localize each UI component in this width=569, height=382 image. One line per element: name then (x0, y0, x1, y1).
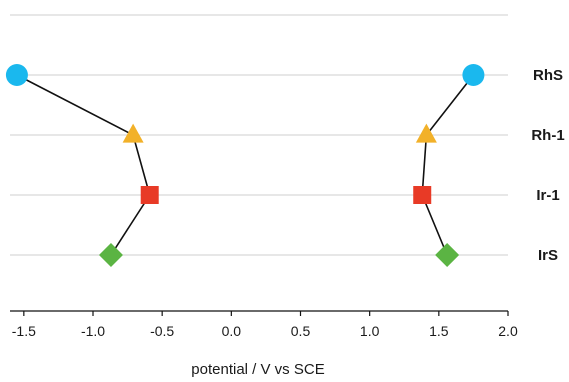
x-tick-label: 1.5 (429, 323, 449, 339)
series-lines (16, 74, 475, 256)
data-point-diamond (98, 243, 123, 267)
gridlines (10, 14, 508, 256)
x-tick-label: 0.0 (222, 323, 242, 339)
data-point-square (140, 186, 159, 204)
category-label: IrS (538, 247, 558, 264)
data-point-square (413, 186, 432, 204)
category-label: Ir-1 (536, 187, 559, 204)
data-point-triangle (122, 123, 144, 143)
x-tick-label: -1.0 (81, 323, 105, 339)
category-label: RhS (533, 67, 563, 84)
category-labels: RhS Rh-1 Ir-1 IrS (531, 67, 564, 264)
x-axis: -1.5 -1.0 -0.5 0.0 0.5 1.0 1.5 2.0 (10, 310, 518, 339)
data-point-circle (5, 64, 28, 86)
data-point-circle (462, 64, 485, 86)
x-tick-label: -1.5 (12, 323, 36, 339)
x-ticks: -1.5 -1.0 -0.5 0.0 0.5 1.0 1.5 2.0 (12, 311, 518, 339)
series-line (421, 74, 475, 256)
data-point-triangle (415, 123, 437, 143)
data-point-diamond (435, 243, 460, 267)
data-markers (5, 64, 485, 267)
x-tick-label: 0.5 (291, 323, 311, 339)
x-axis-title: potential / V vs SCE (191, 361, 324, 378)
x-tick-label: 2.0 (498, 323, 518, 339)
series-line (16, 74, 151, 256)
x-tick-label: 1.0 (360, 323, 380, 339)
category-label: Rh-1 (531, 127, 564, 144)
x-tick-label: -0.5 (150, 323, 174, 339)
